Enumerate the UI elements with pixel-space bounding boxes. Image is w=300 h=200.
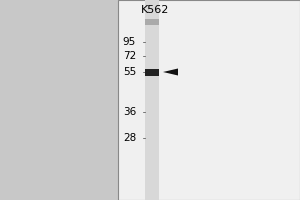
Text: 95: 95 <box>123 37 136 47</box>
Text: 28: 28 <box>123 133 136 143</box>
Bar <box>145 0 159 200</box>
Text: 72: 72 <box>123 51 136 61</box>
Bar <box>145 19 159 25</box>
Text: 55: 55 <box>123 67 136 77</box>
Polygon shape <box>163 68 178 75</box>
Text: K562: K562 <box>141 5 169 15</box>
Bar <box>145 68 159 75</box>
Bar <box>118 0 300 200</box>
Text: 36: 36 <box>123 107 136 117</box>
